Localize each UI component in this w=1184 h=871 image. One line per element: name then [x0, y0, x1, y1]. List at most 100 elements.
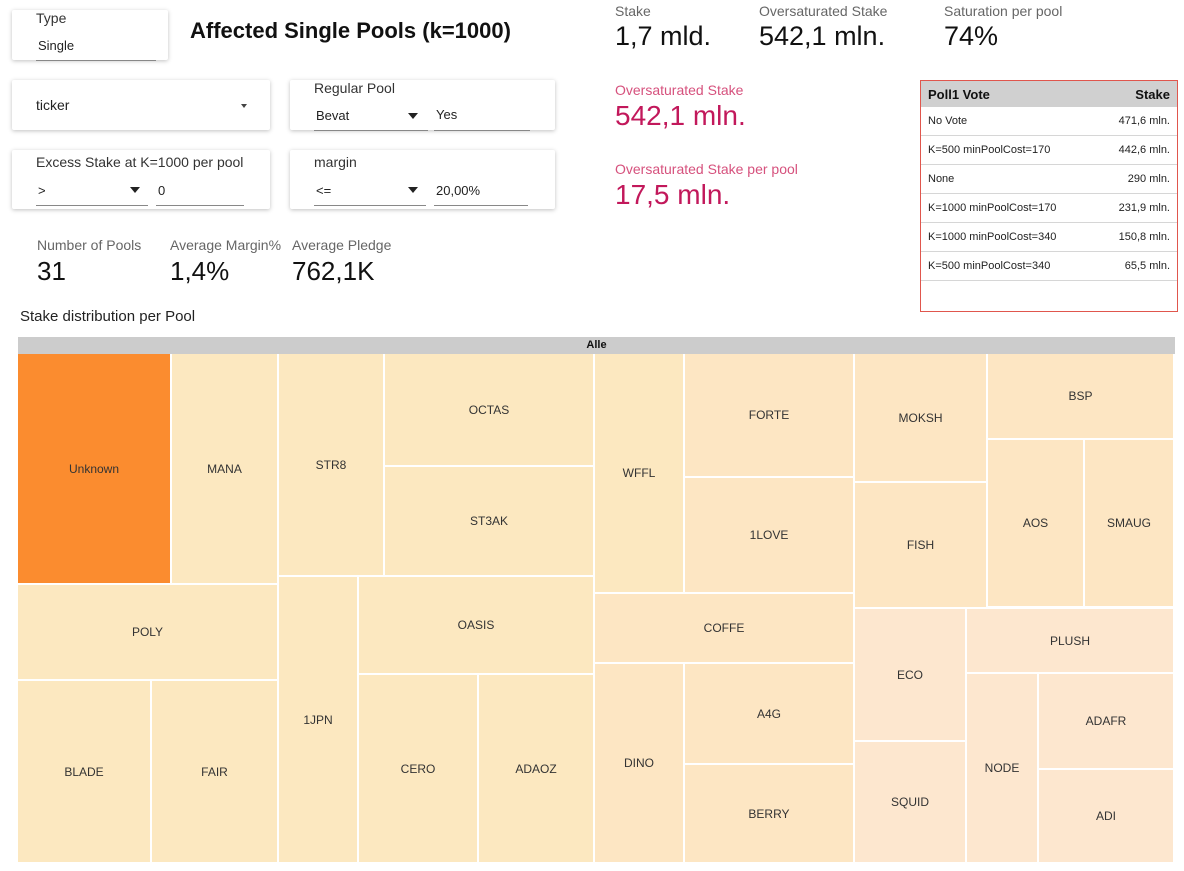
- excess-stake-operator[interactable]: >: [38, 183, 46, 198]
- treemap-cell[interactable]: OASIS: [359, 577, 595, 675]
- treemap-cell-label: BSP: [1068, 389, 1093, 403]
- regular-pool-operator[interactable]: Bevat: [316, 108, 350, 123]
- treemap-cell-label: MOKSH: [898, 410, 943, 425]
- treemap-cell[interactable]: BSP: [988, 354, 1175, 440]
- treemap-cell-label: ECO: [896, 667, 923, 682]
- treemap-cell[interactable]: COFFE: [595, 594, 855, 664]
- treemap-cell-label: STR8: [315, 457, 347, 472]
- treemap-cell[interactable]: ECO: [855, 609, 967, 742]
- treemap-cell-label: MANA: [207, 461, 242, 476]
- oversaturated-stake-label: Oversaturated Stake: [759, 3, 888, 19]
- type-filter-value[interactable]: Single: [38, 38, 75, 53]
- treemap-cell-label: ADAFR: [1085, 714, 1127, 728]
- oversaturated-per-pool-label: Oversaturated Stake per pool: [615, 161, 798, 177]
- treemap-cell-label: SMAUG: [1106, 516, 1151, 530]
- treemap-cell[interactable]: PLUSH: [967, 609, 1175, 674]
- regular-pool-label: Regular Pool: [314, 80, 395, 96]
- excess-stake-label: Excess Stake at K=1000 per pool: [36, 154, 244, 170]
- regular-pool-value[interactable]: Yes: [436, 107, 458, 122]
- treemap-cell-label: ST3AK: [469, 514, 508, 528]
- treemap-cell-label: OASIS: [457, 618, 495, 632]
- excess-stake-filter-card[interactable]: Excess Stake at K=1000 per pool > 0: [12, 150, 270, 209]
- treemap-cell[interactable]: 1JPN: [279, 577, 359, 864]
- treemap-cell[interactable]: WFFL: [595, 354, 685, 594]
- excess-stake-operator-dropdown-icon[interactable]: [130, 187, 140, 193]
- stake-column-header[interactable]: Stake: [1135, 86, 1170, 102]
- treemap-cell[interactable]: DINO: [595, 664, 685, 864]
- excess-stake-value-underline: [156, 205, 244, 206]
- margin-operator-dropdown-icon[interactable]: [408, 187, 418, 193]
- margin-filter-card[interactable]: margin <= 20,00%: [290, 150, 555, 209]
- ticker-filter-card[interactable]: ticker: [12, 80, 270, 130]
- vote-stake: 150,8 mln.: [1118, 231, 1170, 243]
- treemap-cell[interactable]: BLADE: [18, 681, 152, 864]
- treemap-cell[interactable]: FAIR: [152, 681, 279, 864]
- table-row[interactable]: None 290 mln.: [921, 165, 1177, 194]
- ticker-dropdown-icon[interactable]: [241, 104, 247, 108]
- treemap-cell-label: DINO: [624, 756, 654, 770]
- treemap-cell-label: BLADE: [64, 764, 104, 779]
- treemap-cell-label: FORTE: [748, 408, 790, 422]
- table-row[interactable]: No Vote 471,6 mln.: [921, 107, 1177, 136]
- stake-label: Stake: [615, 3, 651, 19]
- treemap-cell[interactable]: FORTE: [685, 354, 855, 478]
- margin-value[interactable]: 20,00%: [436, 183, 481, 198]
- margin-operator-underline: [314, 205, 426, 206]
- ticker-filter-value[interactable]: ticker: [36, 97, 70, 113]
- treemap-cell-label: FAIR: [201, 764, 228, 779]
- saturation-per-pool-value: 74%: [944, 21, 999, 51]
- treemap-cell[interactable]: MOKSH: [855, 354, 988, 483]
- table-row[interactable]: K=1000 minPoolCost=340 150,8 mln.: [921, 223, 1177, 252]
- oversaturated-per-pool-value: 17,5 mln.: [615, 179, 731, 210]
- treemap-cell[interactable]: STR8: [279, 354, 385, 577]
- treemap-cell[interactable]: SQUID: [855, 742, 967, 864]
- table-row[interactable]: K=500 minPoolCost=170 442,6 mln.: [921, 136, 1177, 165]
- treemap-root-header[interactable]: Alle: [18, 337, 1175, 354]
- excess-stake-value[interactable]: 0: [158, 183, 166, 198]
- regular-pool-operator-dropdown-icon[interactable]: [408, 113, 418, 119]
- oversaturated-stake-highlight-label: Oversaturated Stake: [615, 82, 744, 98]
- treemap-cell-label: SQUID: [890, 795, 929, 809]
- average-pledge-label: Average Pledge: [292, 237, 392, 253]
- type-filter-card[interactable]: Type Single: [12, 10, 168, 61]
- treemap-cell[interactable]: OCTAS: [385, 354, 595, 467]
- treemap-cell[interactable]: 1LOVE: [685, 478, 855, 594]
- treemap-cell[interactable]: ADI: [1039, 770, 1175, 864]
- number-of-pools-value: 31: [37, 256, 66, 286]
- treemap-cell[interactable]: A4G: [685, 664, 855, 765]
- treemap-cell-label: AOS: [1022, 516, 1049, 530]
- treemap-cell-label: OCTAS: [468, 402, 510, 417]
- vote-name: K=500 minPoolCost=340: [928, 260, 1051, 272]
- margin-operator[interactable]: <=: [316, 183, 332, 198]
- treemap-cell[interactable]: AOS: [988, 440, 1085, 608]
- treemap-cell[interactable]: CERO: [359, 675, 479, 864]
- table-row[interactable]: K=500 minPoolCost=340 65,5 mln.: [921, 252, 1177, 281]
- treemap-cell[interactable]: ADAFR: [1039, 674, 1175, 770]
- oversaturated-stake-highlight-value: 542,1 mln.: [615, 100, 746, 131]
- poll-vote-column-header[interactable]: Poll1 Vote: [928, 86, 990, 102]
- treemap-cell-label: BERRY: [748, 806, 790, 821]
- treemap-cell[interactable]: MANA: [172, 354, 279, 585]
- treemap-cell[interactable]: ST3AK: [385, 467, 595, 577]
- treemap-cell-label: Unknown: [68, 461, 120, 476]
- treemap-cell-label: ADAOZ: [515, 761, 557, 776]
- treemap-cell[interactable]: ADAOZ: [479, 675, 595, 864]
- treemap-title: Stake distribution per Pool: [20, 308, 196, 325]
- table-row[interactable]: K=1000 minPoolCost=170 231,9 mln.: [921, 194, 1177, 223]
- treemap-cell[interactable]: SMAUG: [1085, 440, 1175, 608]
- treemap-cell[interactable]: NODE: [967, 674, 1039, 864]
- saturation-per-pool-label: Saturation per pool: [944, 3, 1063, 19]
- margin-label: margin: [314, 154, 357, 170]
- poll-vote-table: Poll1 Vote Stake No Vote 471,6 mln. K=500…: [920, 80, 1178, 312]
- stake-value: 1,7 mld.: [615, 21, 712, 51]
- treemap-cell[interactable]: FISH: [855, 483, 988, 609]
- excess-stake-operator-underline: [36, 205, 148, 206]
- poll-vote-table-header: Poll1 Vote Stake: [921, 81, 1177, 107]
- regular-pool-filter-card[interactable]: Regular Pool Bevat Yes: [290, 80, 555, 131]
- treemap-cell[interactable]: BERRY: [685, 765, 855, 864]
- average-margin-label: Average Margin%: [170, 237, 282, 253]
- treemap-cell[interactable]: Unknown: [18, 354, 172, 585]
- treemap-cell[interactable]: POLY: [18, 585, 279, 681]
- vote-name: K=1000 minPoolCost=170: [928, 202, 1057, 214]
- treemap-cell-label: WFFL: [622, 466, 656, 480]
